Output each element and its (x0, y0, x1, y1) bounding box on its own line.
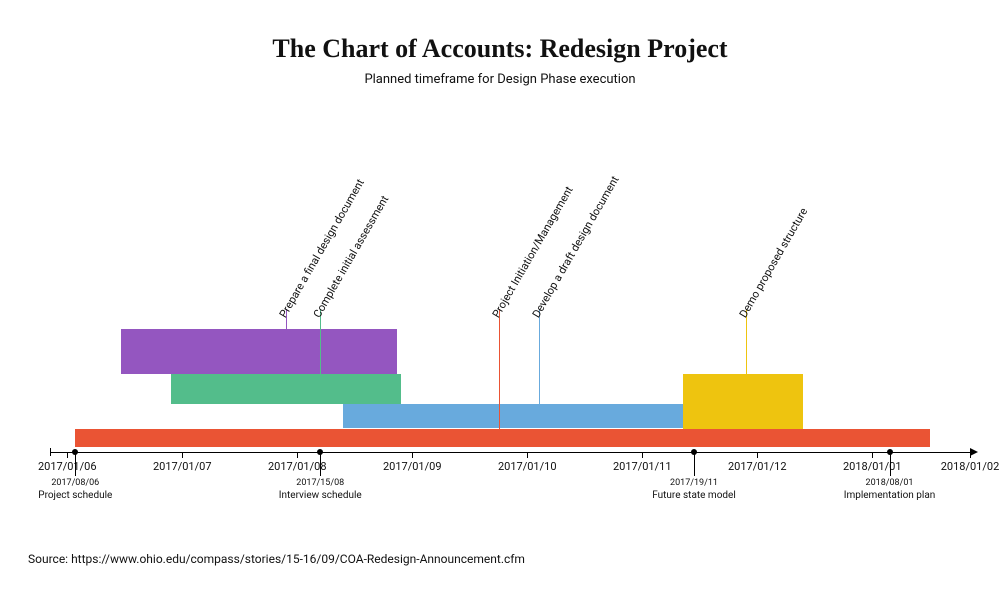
bar-final-design (121, 329, 397, 374)
milestone-date: 2017/15/08 (296, 478, 344, 488)
bar-project-initiation (75, 429, 929, 447)
tick-label: 2017/01/10 (498, 460, 557, 473)
tick-label: 2017/01/09 (383, 460, 442, 473)
milestone-name: Interview schedule (279, 490, 362, 501)
bar-complete-assessment (171, 374, 401, 404)
tick-label: 2017/01/12 (728, 460, 787, 473)
tick-label: 2017/01/11 (613, 460, 672, 473)
demo-callout-line (746, 309, 747, 394)
tick-label: 2017/01/08 (268, 460, 327, 473)
tick (527, 452, 528, 458)
tick (970, 452, 971, 458)
initiation-callout-label: Project Initiation/Management (489, 184, 575, 320)
milestone-date: 2017/19/11 (670, 478, 718, 488)
tick (872, 452, 873, 458)
milestone-name: Future state model (652, 490, 736, 501)
tick (182, 452, 183, 458)
tick (67, 452, 68, 458)
source-text: Source: https://www.ohio.edu/compass/sto… (28, 552, 525, 566)
initiation-callout-line (499, 309, 500, 434)
tick-label: 2018/01/01 (843, 460, 902, 473)
milestone-connector (890, 452, 891, 476)
tick (757, 452, 758, 458)
tick-label: 2017/01/06 (38, 460, 97, 473)
draft-callout-line (539, 309, 540, 414)
tick-label: 2017/01/07 (153, 460, 212, 473)
x-axis-arrow (970, 448, 978, 456)
milestone-date: 2018/08/01 (866, 478, 914, 488)
demo-callout-label: Demo proposed structure (736, 206, 810, 320)
assessment-callout-line (320, 309, 321, 389)
gantt-chart: Prepare a final design documentComplete … (0, 34, 1000, 514)
milestone-date: 2017/08/06 (51, 478, 99, 488)
milestone-connector (694, 452, 695, 476)
milestone-name: Project schedule (38, 490, 112, 501)
axis-start-tick (50, 448, 51, 456)
tick (412, 452, 413, 458)
x-axis (50, 452, 970, 453)
milestone-name: Implementation plan (844, 490, 936, 501)
draft-callout-label: Develop a draft design document (529, 174, 621, 320)
tick (297, 452, 298, 458)
bar-demo-structure (683, 374, 804, 429)
milestone-connector (75, 452, 76, 476)
tick-label: 2018/01/02 (941, 460, 1000, 473)
milestone-connector (320, 452, 321, 476)
bar-develop-draft (343, 404, 700, 428)
tick (642, 452, 643, 458)
